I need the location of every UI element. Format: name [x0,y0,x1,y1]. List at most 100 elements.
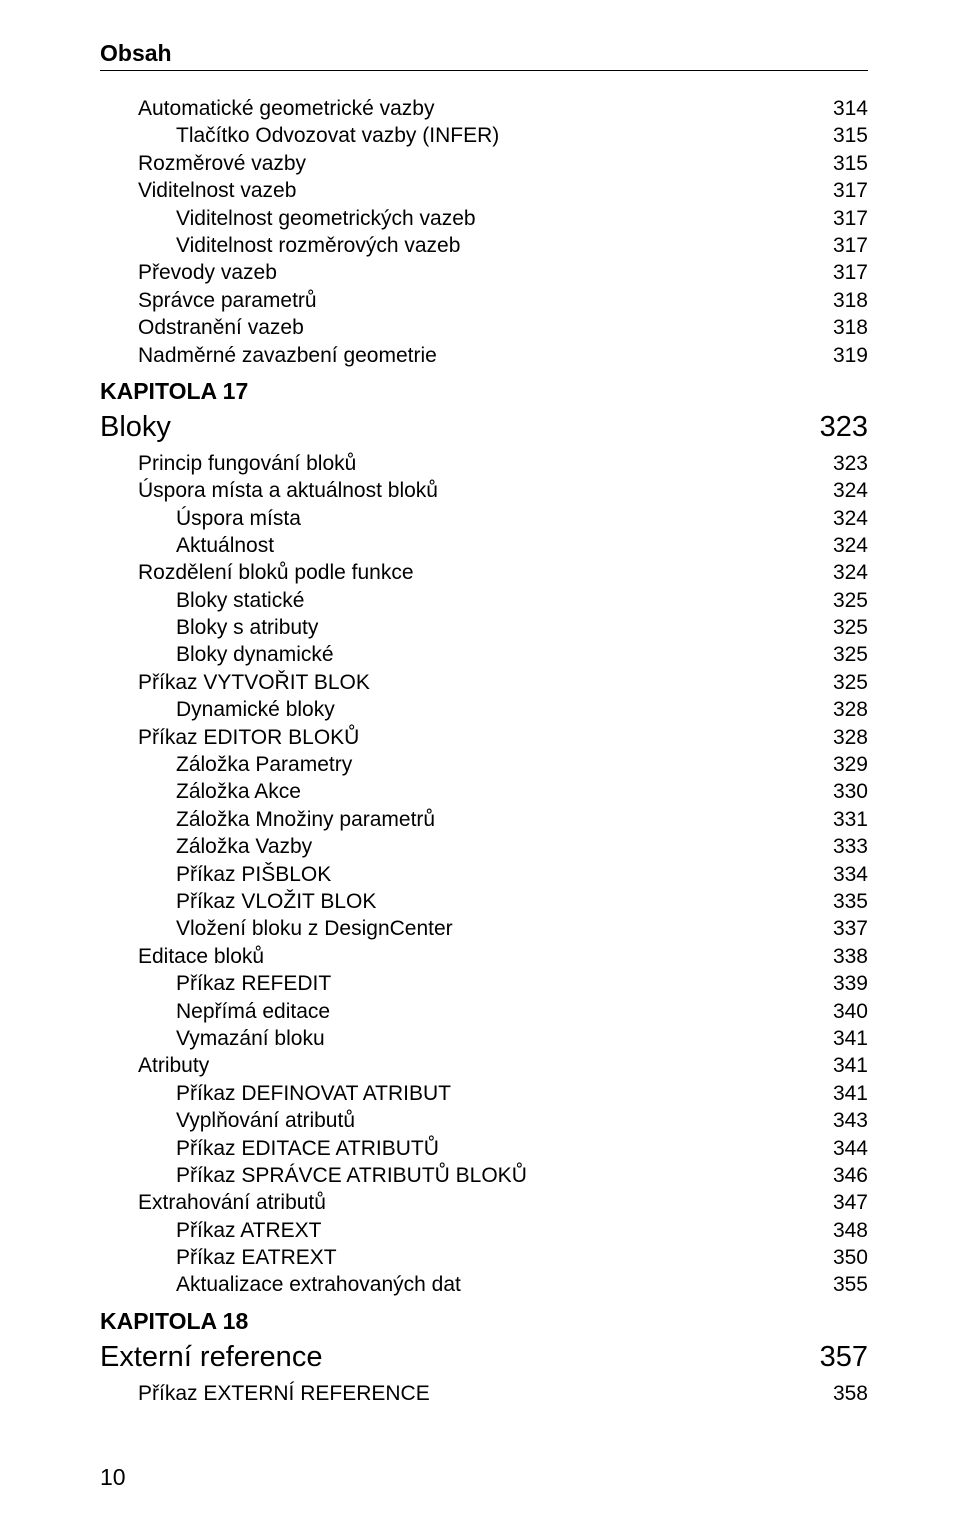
toc-page-number: 338 [806,943,868,970]
toc-row: Aktualizace extrahovaných dat355 [100,1271,868,1298]
toc-label: Příkaz PIŠBLOK [100,861,806,888]
toc-label: Bloky s atributy [100,614,806,641]
toc-label: Záložka Vazby [100,833,806,860]
toc-label: Záložka Akce [100,778,806,805]
toc-row: Úspora místa a aktuálnost bloků324 [100,477,868,504]
toc-label: Příkaz ATREXT [100,1217,806,1244]
toc-page-number: 339 [806,970,868,997]
toc-row: Záložka Množiny parametrů331 [100,806,868,833]
toc-page-number: 341 [806,1052,868,1079]
toc-page-number: 324 [806,477,868,504]
toc-label: Příkaz EXTERNÍ REFERENCE [100,1380,806,1407]
toc-label: Viditelnost vazeb [100,177,806,204]
toc-page-number: 347 [806,1189,868,1216]
toc-row: Nepřímá editace340 [100,998,868,1025]
toc-page-number: 325 [806,669,868,696]
toc-row: Extrahování atributů347 [100,1189,868,1216]
toc-label: Nepřímá editace [100,998,806,1025]
toc-page-number: 343 [806,1107,868,1134]
table-of-contents: Automatické geometrické vazby314Tlačítko… [100,95,868,1407]
toc-label: Příkaz VLOŽIT BLOK [100,888,806,915]
toc-label: Příkaz VYTVOŘIT BLOK [100,669,806,696]
toc-label: Odstranění vazeb [100,314,806,341]
toc-label: Externí reference [100,1339,806,1377]
toc-row: Viditelnost rozměrových vazeb317 [100,232,868,259]
toc-page-number: 317 [806,259,868,286]
toc-row: Bloky323 [100,409,868,450]
toc-row: Příkaz REFEDIT339 [100,970,868,997]
toc-row: Příkaz ATREXT348 [100,1217,868,1244]
toc-page-number: 348 [806,1217,868,1244]
toc-label: KAPITOLA 17 [100,376,868,406]
toc-page-number: 325 [806,614,868,641]
toc-page-number: 357 [806,1339,868,1377]
toc-label: Nadměrné zavazbení geometrie [100,342,806,369]
toc-label: Záložka Parametry [100,751,806,778]
toc-row: Rozměrové vazby315 [100,150,868,177]
toc-row: Vymazání bloku341 [100,1025,868,1052]
toc-page-number: 324 [806,505,868,532]
toc-page-number: 318 [806,314,868,341]
toc-page-number: 323 [806,409,868,447]
toc-label: Bloky [100,409,806,447]
toc-label: Bloky statické [100,587,806,614]
toc-label: Úspora místa a aktuálnost bloků [100,477,806,504]
toc-row: Atributy341 [100,1052,868,1079]
header-rule [100,70,868,71]
toc-row: KAPITOLA 18 [100,1299,868,1339]
toc-label: Vymazání bloku [100,1025,806,1052]
toc-label: Vložení bloku z DesignCenter [100,915,806,942]
toc-row: Bloky s atributy325 [100,614,868,641]
toc-page-number: 337 [806,915,868,942]
toc-label: Záložka Množiny parametrů [100,806,806,833]
toc-label: Aktualizace extrahovaných dat [100,1271,806,1298]
toc-row: Bloky statické325 [100,587,868,614]
toc-row: Příkaz EDITACE ATRIBUTŮ344 [100,1135,868,1162]
toc-label: Příkaz SPRÁVCE ATRIBUTŮ BLOKŮ [100,1162,806,1189]
toc-label: Příkaz EDITOR BLOKŮ [100,724,806,751]
toc-row: Příkaz EATREXT350 [100,1244,868,1271]
toc-page-number: 358 [806,1380,868,1407]
toc-label: Automatické geometrické vazby [100,95,806,122]
toc-label: Příkaz EATREXT [100,1244,806,1271]
toc-label: Příkaz DEFINOVAT ATRIBUT [100,1080,806,1107]
toc-row: Vložení bloku z DesignCenter337 [100,915,868,942]
toc-label: Aktuálnost [100,532,806,559]
toc-page-number: 346 [806,1162,868,1189]
toc-label: Převody vazeb [100,259,806,286]
toc-row: Záložka Parametry329 [100,751,868,778]
toc-row: Příkaz PIŠBLOK334 [100,861,868,888]
toc-row: Příkaz VYTVOŘIT BLOK325 [100,669,868,696]
toc-label: Editace bloků [100,943,806,970]
toc-page-number: 317 [806,205,868,232]
toc-label: Bloky dynamické [100,641,806,668]
toc-row: Příkaz EXTERNÍ REFERENCE358 [100,1380,868,1407]
toc-row: Tlačítko Odvozovat vazby (INFER)315 [100,122,868,149]
toc-row: Vyplňování atributů343 [100,1107,868,1134]
toc-row: Nadměrné zavazbení geometrie319 [100,342,868,369]
toc-page-number: 317 [806,232,868,259]
toc-row: Bloky dynamické325 [100,641,868,668]
toc-row: Viditelnost geometrických vazeb317 [100,205,868,232]
toc-row: Úspora místa324 [100,505,868,532]
toc-row: Záložka Vazby333 [100,833,868,860]
toc-page-number: 335 [806,888,868,915]
toc-page-number: 324 [806,532,868,559]
toc-row: Dynamické bloky328 [100,696,868,723]
toc-label: Rozměrové vazby [100,150,806,177]
toc-label: Úspora místa [100,505,806,532]
toc-page-number: 331 [806,806,868,833]
toc-row: Aktuálnost324 [100,532,868,559]
toc-label: Tlačítko Odvozovat vazby (INFER) [100,122,806,149]
toc-page-number: 314 [806,95,868,122]
toc-row: Správce parametrů318 [100,287,868,314]
toc-row: Příkaz SPRÁVCE ATRIBUTŮ BLOKŮ346 [100,1162,868,1189]
toc-label: Správce parametrů [100,287,806,314]
toc-row: Editace bloků338 [100,943,868,970]
toc-page-number: 325 [806,641,868,668]
toc-label: Dynamické bloky [100,696,806,723]
toc-row: Automatické geometrické vazby314 [100,95,868,122]
toc-row: Princip fungování bloků323 [100,450,868,477]
toc-page-number: 344 [806,1135,868,1162]
toc-row: Rozdělení bloků podle funkce324 [100,559,868,586]
